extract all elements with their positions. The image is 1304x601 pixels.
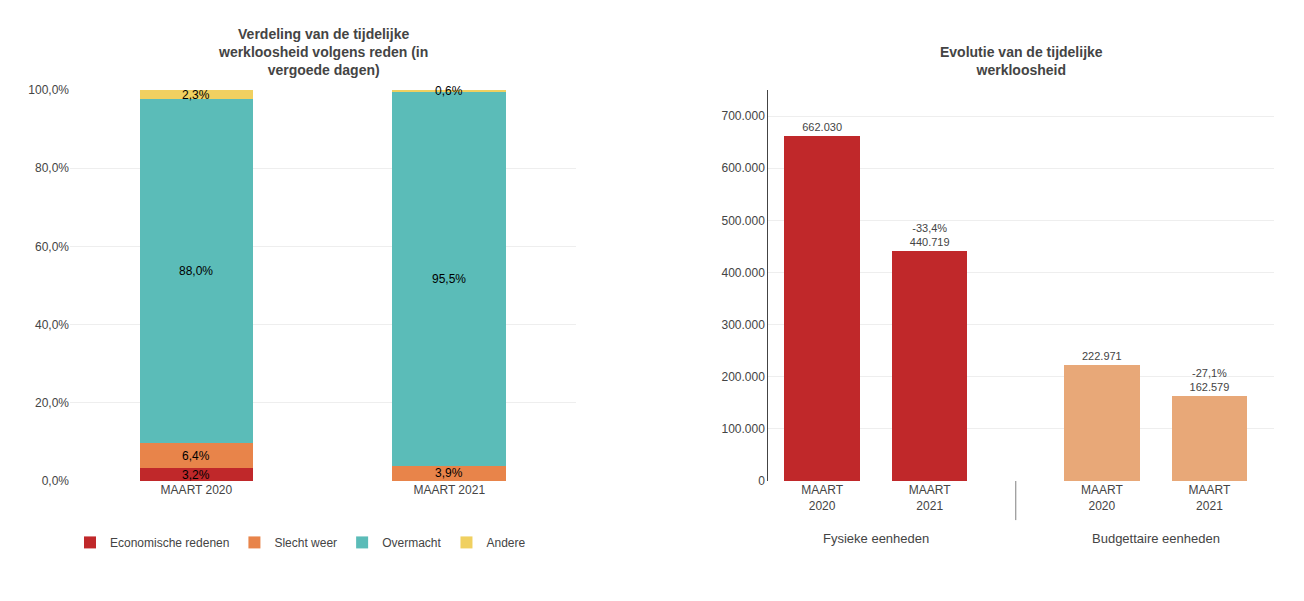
svg-text:-33,4%440.719: -33,4%440.719	[910, 222, 950, 248]
svg-text:Fysieke eenheden: Fysieke eenheden	[823, 531, 929, 546]
svg-text:0: 0	[758, 474, 765, 488]
svg-text:400.000: 400.000	[722, 266, 766, 280]
svg-text:MAART2020: MAART2020	[801, 483, 843, 513]
svg-text:0,0%: 0,0%	[42, 474, 70, 488]
svg-text:500.000: 500.000	[722, 214, 766, 228]
svg-text:40,0%: 40,0%	[35, 318, 69, 332]
svg-text:MAART2020: MAART2020	[1081, 483, 1123, 513]
svg-text:200.000: 200.000	[722, 370, 766, 384]
svg-text:2,3%: 2,3%	[182, 88, 210, 102]
svg-text:95,5%: 95,5%	[432, 272, 466, 286]
svg-text:Economische redenen: Economische redenen	[110, 536, 229, 550]
svg-text:Slecht weer: Slecht weer	[274, 536, 337, 550]
svg-text:6,4%: 6,4%	[182, 449, 210, 463]
svg-text:3,2%: 3,2%	[182, 468, 210, 482]
svg-text:88,0%: 88,0%	[179, 264, 213, 278]
svg-text:Verdeling van de tijdelijkewer: Verdeling van de tijdelijkewerkloosheid …	[218, 26, 428, 78]
svg-text:100.000: 100.000	[722, 422, 766, 436]
svg-text:-27,1%162.579: -27,1%162.579	[1190, 367, 1230, 393]
svg-text:100,0%: 100,0%	[28, 83, 69, 97]
svg-text:MAART2021: MAART2021	[909, 483, 951, 513]
svg-text:600.000: 600.000	[722, 161, 766, 175]
svg-text:662.030: 662.030	[802, 121, 842, 133]
svg-text:Andere: Andere	[486, 536, 525, 550]
svg-text:Evolutie van de tijdelijkewerk: Evolutie van de tijdelijkewerkloosheid	[940, 44, 1103, 78]
svg-text:Overmacht: Overmacht	[382, 536, 441, 550]
svg-text:MAART 2020: MAART 2020	[161, 483, 233, 497]
svg-text:20,0%: 20,0%	[35, 396, 69, 410]
svg-text:300.000: 300.000	[722, 318, 766, 332]
svg-text:700.000: 700.000	[722, 109, 766, 123]
svg-text:3,9%: 3,9%	[435, 466, 463, 480]
svg-text:Budgettaire eenheden: Budgettaire eenheden	[1092, 531, 1220, 546]
svg-text:80,0%: 80,0%	[35, 161, 69, 175]
svg-text:0,6%: 0,6%	[435, 84, 463, 98]
svg-text:60,0%: 60,0%	[35, 240, 69, 254]
svg-text:MAART 2021: MAART 2021	[413, 483, 485, 497]
svg-text:222.971: 222.971	[1082, 350, 1122, 362]
svg-text:MAART2021: MAART2021	[1189, 483, 1231, 513]
